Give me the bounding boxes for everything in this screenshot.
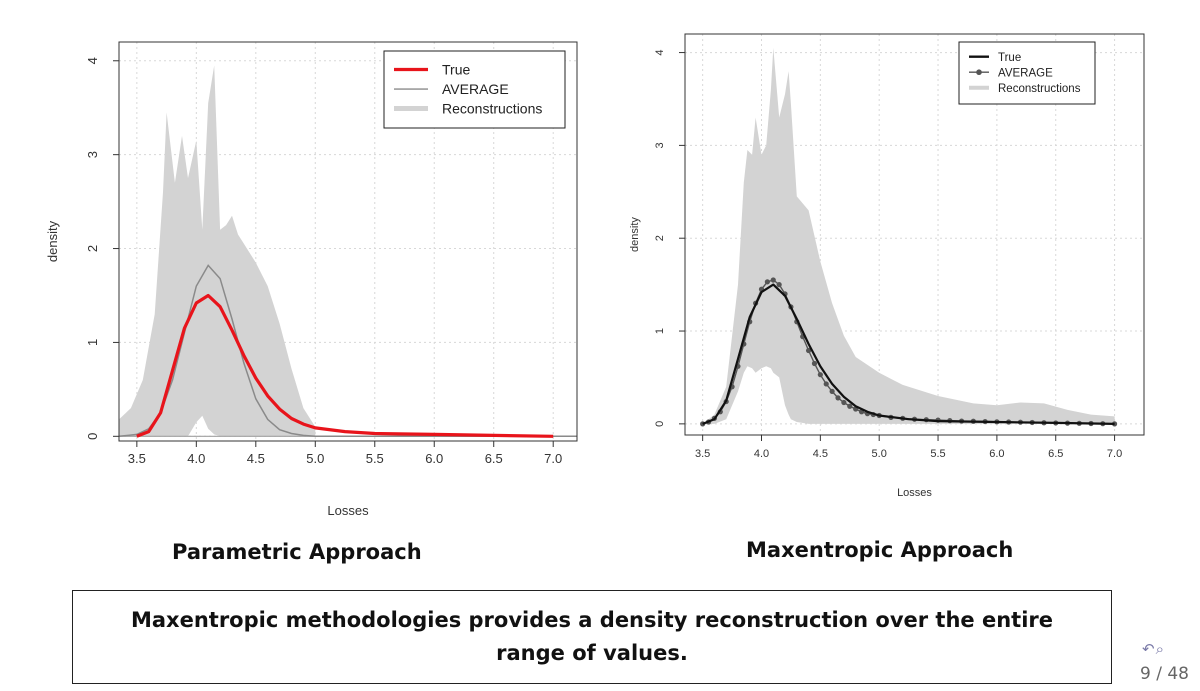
y-axis-title: density	[45, 220, 60, 262]
x-tick-label: 5.0	[306, 451, 324, 466]
legend-label: AVERAGE	[998, 67, 1053, 79]
legend-label: True	[442, 61, 470, 77]
x-tick-label: 3.5	[695, 448, 710, 460]
y-tick-label: 4	[85, 57, 100, 64]
plot-frame	[118, 41, 578, 442]
undo-icon[interactable]: ↶	[1142, 641, 1156, 658]
average-point	[835, 395, 841, 401]
average-point	[829, 388, 835, 394]
average-point	[770, 277, 776, 283]
x-tick-label: 5.5	[930, 448, 945, 460]
reconstructions-band	[702, 47, 1115, 424]
average-point	[805, 347, 812, 354]
y-tick-label: 1	[85, 339, 100, 346]
average-point	[841, 399, 847, 406]
average-point	[823, 381, 829, 387]
y-tick-label: 2	[654, 235, 666, 241]
x-tick-label: 4.5	[813, 448, 828, 460]
average-point	[817, 372, 823, 378]
y-tick-label: 4	[654, 50, 666, 56]
x-tick-label: 6.5	[1048, 448, 1063, 460]
legend-marker	[976, 69, 982, 76]
y-axis-title: density	[629, 217, 641, 252]
x-axis-left: 3.5 4.0 4.5 5.0 5.5 6.0 6.5 7.0	[128, 441, 562, 466]
x-axis-title: Losses	[327, 503, 369, 518]
maxentropic-density-chart: 3.5 4.0 4.5 5.0 5.5 6.0 6.5 7.0 0 1 2 3 4 Losses densi…	[629, 33, 1145, 499]
average-point	[776, 282, 782, 288]
true-line	[702, 283, 1115, 425]
y-tick-label: 3	[654, 142, 666, 148]
conclusion-box: Maxentropic methodologies provides a den…	[72, 590, 1112, 684]
legend-label: True	[998, 52, 1021, 64]
y-axis-left: 0 1 2 3 4	[85, 57, 119, 440]
legend-label: Reconstructions	[998, 83, 1081, 95]
search-icon[interactable]: ⌕	[1155, 641, 1165, 658]
y-axis-right: 0 1 2 3 4	[654, 50, 685, 427]
x-tick-label: 6.0	[989, 448, 1004, 460]
beamer-nav: ↶⌕	[1142, 640, 1165, 658]
y-tick-label: 0	[85, 433, 100, 440]
legend-label: AVERAGE	[442, 81, 509, 97]
y-tick-label: 3	[85, 151, 100, 158]
maxentropic-caption: Maxentropic Approach	[746, 538, 1014, 562]
x-tick-label: 4.0	[187, 451, 205, 466]
average-point	[811, 360, 818, 367]
x-tick-label: 6.0	[425, 451, 443, 466]
x-tick-label: 5.5	[366, 451, 384, 466]
x-tick-label: 7.0	[544, 451, 562, 466]
x-tick-label: 7.0	[1107, 448, 1122, 460]
legend-right: True AVERAGE Reconstructions	[958, 41, 1096, 105]
x-tick-label: 5.0	[872, 448, 887, 460]
legend-label: Reconstructions	[442, 100, 542, 116]
x-tick-label: 6.5	[485, 451, 503, 466]
conclusion-text: Maxentropic methodologies provides a den…	[130, 608, 1053, 665]
x-axis-right: 3.5 4.0 4.5 5.0 5.5 6.0 6.5 7.0	[695, 435, 1122, 460]
legend-left: True AVERAGE Reconstructions	[383, 50, 566, 129]
reconstructions-band	[119, 65, 316, 437]
x-tick-label: 4.5	[247, 451, 265, 466]
y-tick-label: 2	[85, 245, 100, 252]
parametric-density-chart: 3.5 4.0 4.5 5.0 5.5 6.0 6.5 7.0 0 1 2 3 4 Losses densi…	[45, 41, 578, 518]
x-tick-label: 4.0	[754, 448, 769, 460]
page-number: 9 / 48	[1140, 664, 1189, 684]
y-tick-label: 1	[654, 328, 666, 334]
true-line	[136, 293, 554, 438]
plot-frame	[684, 33, 1145, 436]
x-tick-label: 3.5	[128, 451, 146, 466]
x-axis-title: Losses	[897, 487, 932, 499]
average-point	[847, 403, 853, 409]
y-tick-label: 0	[654, 421, 666, 427]
parametric-caption: Parametric Approach	[172, 540, 422, 564]
average-point	[764, 279, 770, 285]
